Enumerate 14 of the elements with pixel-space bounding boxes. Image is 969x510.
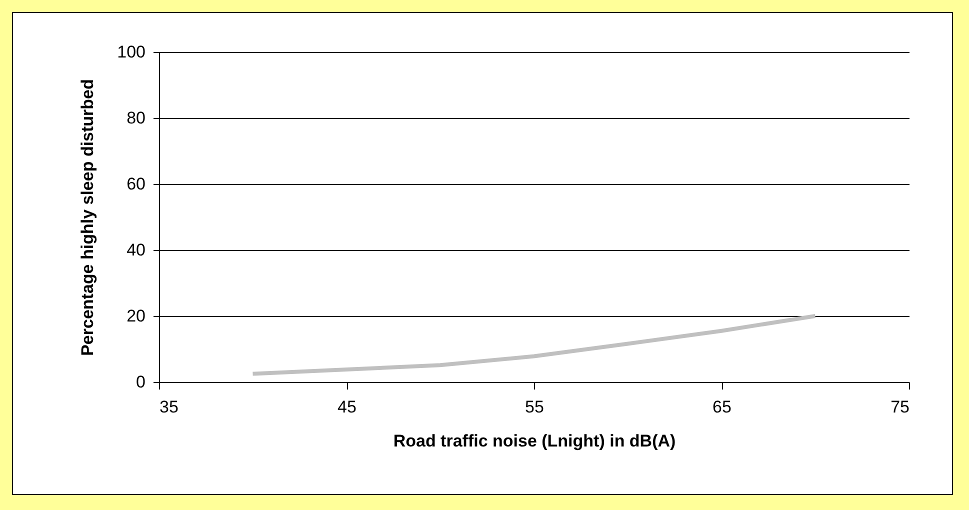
y-tick-label: 60 [126,174,146,194]
x-axis-title: Road traffic noise (Lnight) in dB(A) [393,432,676,450]
y-tick-label: 40 [126,240,146,260]
y-tick-label: 100 [117,42,146,62]
line-series [250,314,818,376]
y-tick-label: 20 [126,306,146,326]
x-tick-label: 45 [338,398,356,416]
y-tick-label: 80 [126,108,146,128]
y-axis-title: Percentage highly sleep disturbed [78,79,98,356]
x-tick-label: 65 [712,398,732,416]
x-tick-label: 55 [525,398,544,416]
x-tick-label: 75 [890,398,910,416]
x-tick-label: 35 [160,398,178,416]
y-tick-label: 0 [136,372,146,392]
